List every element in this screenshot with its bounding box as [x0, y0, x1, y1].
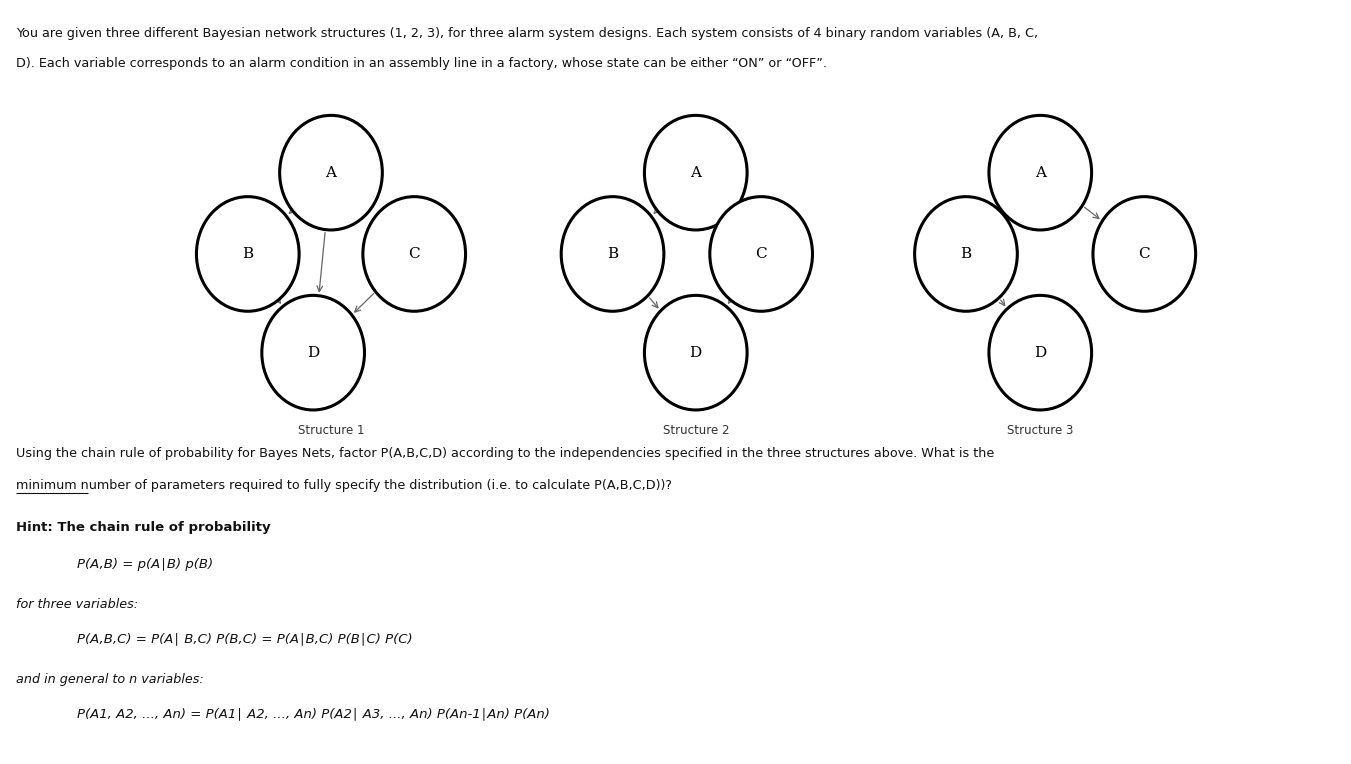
Ellipse shape — [989, 115, 1092, 230]
Text: B: B — [961, 247, 971, 261]
Ellipse shape — [196, 196, 299, 311]
Text: C: C — [755, 247, 767, 261]
Text: A: A — [690, 166, 701, 180]
Text: C: C — [1139, 247, 1150, 261]
Text: D: D — [307, 345, 319, 360]
Ellipse shape — [644, 296, 747, 410]
Text: C: C — [408, 247, 420, 261]
Text: P(A1, A2, ..., An) = P(A1∣ A2, ..., An) P(A2∣ A3, ..., An) P(An-1∣An) P(An): P(A1, A2, ..., An) = P(A1∣ A2, ..., An) … — [77, 707, 550, 720]
Ellipse shape — [915, 196, 1017, 311]
Ellipse shape — [280, 115, 382, 230]
Ellipse shape — [644, 115, 747, 230]
Ellipse shape — [561, 196, 663, 311]
Text: Structure 3: Structure 3 — [1006, 424, 1074, 437]
Text: D: D — [1034, 345, 1047, 360]
Text: Hint: The chain rule of probability: Hint: The chain rule of probability — [16, 521, 270, 534]
Text: for three variables:: for three variables: — [16, 598, 138, 611]
Ellipse shape — [262, 296, 365, 410]
Text: D). Each variable corresponds to an alarm condition in an assembly line in a fac: D). Each variable corresponds to an alar… — [16, 57, 827, 70]
Text: Structure 1: Structure 1 — [297, 424, 365, 437]
Text: A: A — [1035, 166, 1046, 180]
Text: P(A,B) = p(A∣B) p(B): P(A,B) = p(A∣B) p(B) — [77, 558, 213, 571]
Text: Structure 2: Structure 2 — [662, 424, 730, 437]
Ellipse shape — [989, 296, 1092, 410]
Text: You are given three different Bayesian network structures (1, 2, 3), for three a: You are given three different Bayesian n… — [16, 27, 1039, 40]
Text: Using the chain rule of probability for Bayes Nets, factor P(A,B,C,D) according : Using the chain rule of probability for … — [16, 447, 994, 460]
Text: P(A,B,C) = P(A∣ B,C) P(B,C) = P(A∣B,C) P(B∣C) P(C): P(A,B,C) = P(A∣ B,C) P(B,C) = P(A∣B,C) P… — [77, 633, 412, 646]
Text: D: D — [689, 345, 703, 360]
Ellipse shape — [1093, 196, 1196, 311]
Text: B: B — [242, 247, 254, 261]
Text: B: B — [607, 247, 619, 261]
Ellipse shape — [709, 196, 812, 311]
Text: A: A — [326, 166, 336, 180]
Ellipse shape — [363, 196, 466, 311]
Text: minimum number of parameters required to fully specify the distribution (i.e. to: minimum number of parameters required to… — [16, 479, 673, 492]
Text: and in general to n variables:: and in general to n variables: — [16, 673, 204, 686]
